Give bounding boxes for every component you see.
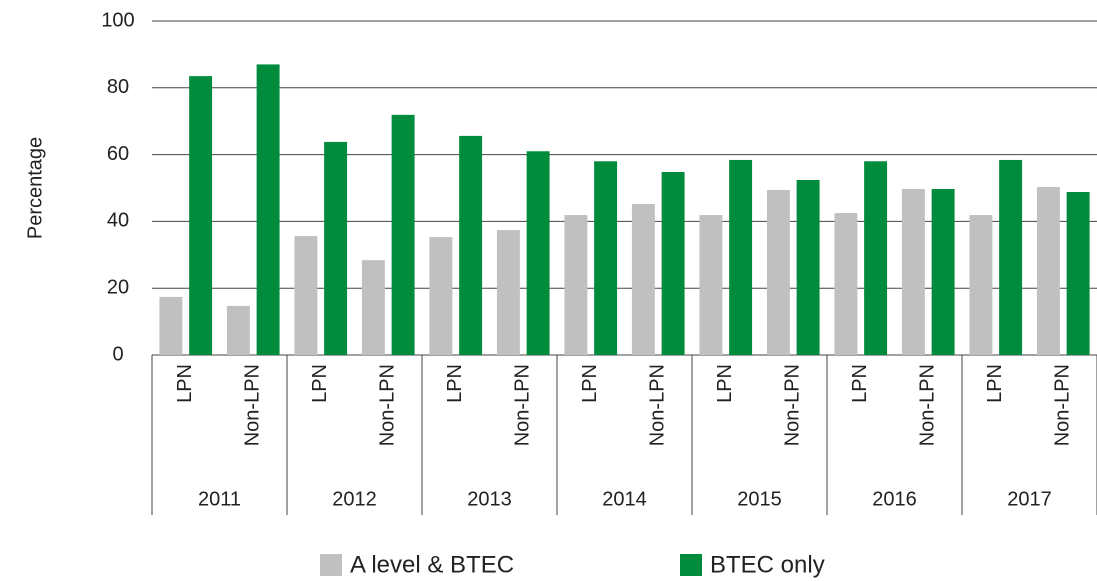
- x-tick-label: LPN: [849, 364, 871, 403]
- x-tick-label: Non-LPN: [782, 364, 804, 446]
- bar: [729, 159, 753, 355]
- legend-label: BTEC only: [710, 551, 825, 578]
- y-tick-label: 40: [107, 210, 129, 232]
- bar: [256, 64, 280, 356]
- bar: [159, 296, 183, 355]
- x-tick-label: LPN: [174, 364, 196, 403]
- x-tick-label: Non-LPN: [242, 364, 264, 446]
- y-tick-label: 100: [101, 9, 134, 31]
- y-axis-label: Percentage: [24, 137, 46, 239]
- bar: [526, 151, 550, 355]
- x-tick-label: Non-LPN: [917, 364, 939, 446]
- bar: [766, 190, 790, 355]
- bar: [699, 215, 723, 355]
- legend-label: A level & BTEC: [350, 551, 514, 578]
- group-label: 2017: [1007, 488, 1052, 510]
- bar: [391, 114, 415, 355]
- bar: [631, 204, 655, 355]
- bar: [459, 135, 483, 355]
- bar: [429, 237, 453, 355]
- bar: [864, 161, 888, 355]
- x-tick-label: LPN: [309, 364, 331, 403]
- bar: [294, 236, 318, 355]
- bar: [796, 179, 820, 355]
- group-label: 2015: [737, 488, 782, 510]
- bar: [496, 230, 520, 355]
- x-tick-label: Non-LPN: [512, 364, 534, 446]
- x-tick-label: LPN: [444, 364, 466, 403]
- bar: [189, 76, 213, 356]
- x-tick-label: LPN: [714, 364, 736, 403]
- y-tick-label: 60: [107, 143, 129, 165]
- bar: [931, 189, 955, 355]
- x-tick-label: LPN: [579, 364, 601, 403]
- bar: [361, 260, 385, 355]
- group-label: 2013: [467, 488, 512, 510]
- bar: [564, 215, 588, 355]
- group-label: 2012: [332, 488, 377, 510]
- bar: [969, 215, 993, 355]
- group-label: 2011: [198, 488, 241, 510]
- bar: [901, 189, 925, 355]
- y-tick-label: 0: [112, 343, 123, 365]
- x-tick-label: Non-LPN: [377, 364, 399, 446]
- group-label: 2014: [602, 488, 647, 510]
- x-tick-label: Non-LPN: [1052, 364, 1074, 446]
- bar: [834, 213, 858, 355]
- bar: [226, 305, 250, 355]
- y-tick-label: 80: [107, 76, 129, 98]
- legend-swatch: [320, 554, 342, 576]
- x-tick-label: LPN: [984, 364, 1006, 403]
- bar: [594, 161, 618, 355]
- x-tick-label: Non-LPN: [647, 364, 669, 446]
- legend-swatch: [680, 554, 702, 576]
- y-tick-label: 20: [107, 276, 129, 298]
- bar: [1066, 192, 1090, 355]
- bar: [324, 141, 348, 355]
- bar: [661, 171, 685, 355]
- bar: [999, 159, 1023, 355]
- group-label: 2016: [872, 488, 917, 510]
- bar: [1036, 186, 1060, 355]
